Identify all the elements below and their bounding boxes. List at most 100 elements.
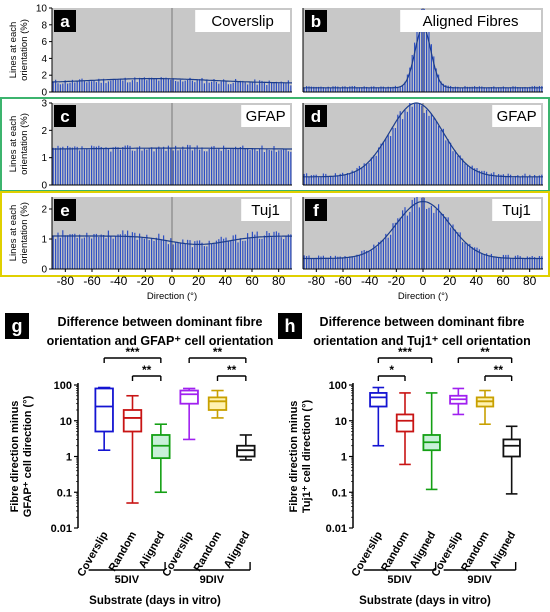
histogram-bar — [495, 175, 497, 185]
histogram-bar — [382, 240, 384, 269]
y-tick-label: 10 — [36, 4, 48, 15]
histogram-bar — [263, 152, 265, 185]
histogram-bar — [346, 87, 348, 92]
histogram-bar — [483, 255, 485, 269]
histogram-bar — [457, 86, 459, 92]
histogram-bar — [175, 242, 177, 269]
histogram-bar — [514, 86, 516, 92]
histogram-bar — [498, 87, 500, 92]
histogram-bar — [500, 87, 502, 92]
histogram-bar — [421, 105, 423, 185]
histogram-bar — [86, 82, 88, 92]
histogram-bar — [211, 81, 213, 92]
y-tick-label: 100 — [329, 380, 347, 392]
histogram-bar — [452, 151, 454, 185]
histogram-bar — [541, 256, 543, 269]
histogram-bar — [122, 146, 124, 185]
histogram-bar — [215, 240, 217, 269]
y-tick-label: 10 — [335, 416, 347, 428]
histogram-bar — [478, 86, 480, 92]
histogram-bar — [332, 258, 334, 269]
histogram-bar — [378, 147, 380, 185]
histogram-bar — [430, 113, 432, 185]
histogram-bar — [251, 147, 253, 185]
histogram-bar — [438, 74, 440, 92]
histogram-bar — [110, 236, 112, 269]
histogram-bar — [235, 146, 237, 185]
histogram-bar — [105, 83, 107, 92]
histogram-bar — [83, 81, 85, 92]
histogram-bar — [522, 258, 524, 269]
histogram-bar — [510, 174, 512, 185]
histogram-bar — [57, 232, 59, 269]
histogram-bar — [199, 79, 201, 92]
panel-letter-box — [54, 10, 76, 32]
histogram-bar — [344, 86, 346, 92]
histogram-bar — [230, 84, 232, 92]
histogram-bar — [165, 77, 167, 92]
x-tick-label: 0 — [420, 274, 427, 288]
histogram-bar — [175, 145, 177, 185]
histogram-bar — [242, 145, 244, 185]
histogram-bar — [215, 149, 217, 185]
histogram-bar — [163, 77, 165, 92]
histogram-bar — [215, 81, 217, 92]
histogram-bar — [129, 235, 131, 269]
histogram-bar — [203, 151, 205, 185]
box — [236, 444, 256, 458]
y-tick-label: 1 — [341, 452, 347, 464]
histogram-bar — [416, 29, 418, 92]
histogram-bar — [177, 150, 179, 185]
histogram-bar — [103, 234, 105, 269]
panel-label: GFAP — [497, 108, 537, 125]
histogram-bar — [450, 142, 452, 185]
histogram-bar — [447, 217, 449, 269]
category-label: Random — [192, 529, 225, 573]
histogram-bar — [52, 81, 54, 92]
histogram-bar — [81, 146, 83, 185]
histogram-bar — [155, 148, 157, 185]
histogram-bar — [191, 150, 193, 185]
histogram-bar — [218, 83, 220, 92]
histogram-bar — [402, 119, 404, 185]
fit-curve — [52, 147, 292, 150]
histogram-bar — [373, 244, 375, 269]
histogram-bar — [430, 205, 432, 269]
histogram-bar — [495, 256, 497, 269]
histogram-bar — [394, 222, 396, 269]
histogram-bar — [170, 238, 172, 269]
histogram-bar — [103, 148, 105, 185]
histogram-bar — [469, 86, 471, 92]
histogram-bar — [196, 145, 198, 185]
panel-letter: b — [311, 12, 321, 31]
histogram-bar — [354, 86, 356, 92]
panel-label-box — [492, 105, 541, 127]
histogram-bar — [247, 84, 249, 92]
histogram-bar — [235, 78, 237, 92]
histogram-bar — [100, 82, 102, 92]
x-axis-label: Direction (°) — [147, 291, 197, 302]
box — [207, 396, 228, 411]
histogram-bar — [334, 86, 336, 92]
histogram-bar — [342, 172, 344, 185]
histogram-bar — [266, 231, 268, 269]
histogram-bar — [67, 83, 69, 92]
x-tick-label: -60 — [83, 274, 101, 288]
histogram-bar — [325, 87, 327, 92]
histogram-bar — [435, 68, 437, 92]
panel-letter-box — [54, 105, 76, 127]
panel-letter-box — [305, 105, 327, 127]
box — [395, 413, 415, 433]
histogram-bar — [146, 149, 148, 185]
histogram-bar — [409, 103, 411, 185]
histogram-bar — [423, 112, 425, 185]
histogram-bar — [211, 243, 213, 269]
histogram-bar — [536, 258, 538, 269]
histogram-bar — [325, 257, 327, 269]
histogram-bar — [454, 150, 456, 185]
significance-label: ** — [142, 363, 152, 377]
histogram-bar — [134, 77, 136, 92]
histogram-bar — [287, 80, 289, 92]
histogram-bar — [536, 176, 538, 185]
histogram-bar — [115, 79, 117, 92]
